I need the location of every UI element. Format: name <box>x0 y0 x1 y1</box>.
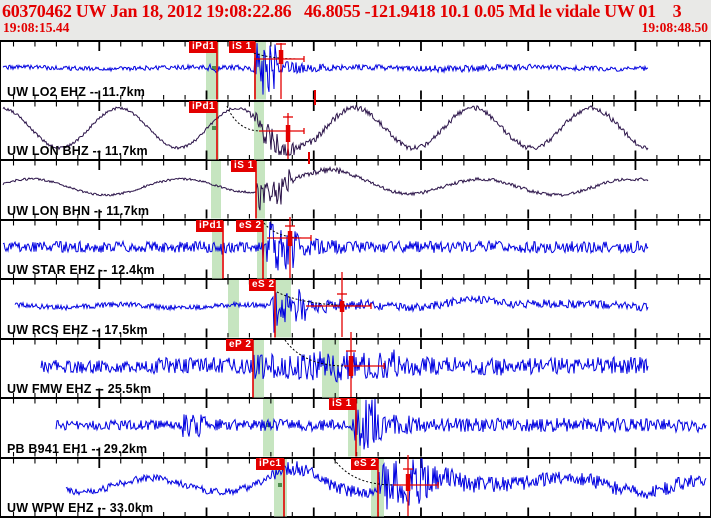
waveform-plot <box>2 42 701 100</box>
pick-uncertainty-band <box>211 161 221 219</box>
header-bar: 60370462 UW Jan 18, 2012 19:08:22.86 46.… <box>0 0 711 40</box>
pick-uncertainty-band <box>206 42 219 100</box>
trace-panel-lo2-ehz[interactable]: iPd1 iS 1 UW LO2 EHZ -- 11.7km <box>1 41 710 102</box>
pick-uncertainty-band <box>206 101 219 159</box>
trace-label: UW RCS EHZ -- 17.5km <box>7 322 148 337</box>
waveform-trace <box>65 458 707 509</box>
waveform-trace <box>55 398 707 450</box>
coda-decay-curve <box>333 458 395 485</box>
coda-decay-curve <box>284 339 347 366</box>
coda-duration-tick <box>314 90 316 105</box>
waveform-trace <box>2 43 649 95</box>
pick-flag-ipd1[interactable]: iPd1 <box>189 41 217 53</box>
pick-flag-es-2[interactable]: eS 2 <box>249 279 275 291</box>
pick-flag-ipc1[interactable]: iPc1 <box>256 457 284 470</box>
event-title: 60370462 UW Jan 18, 2012 19:08:22.86 46.… <box>2 1 682 21</box>
trace-label: UW LON BHZ -- 11.7km <box>7 144 148 158</box>
waveform-plot <box>12 272 701 338</box>
pick-flag-ipd1[interactable]: iPd1 <box>196 219 223 232</box>
pick-uncertainty-band <box>228 280 239 338</box>
waveform-trace <box>40 349 649 383</box>
trace-label: UW STAR EHZ -- 12.4km <box>7 263 155 277</box>
amplitude-marker[interactable] <box>267 216 312 278</box>
trace-panel-lon-bhn[interactable]: iS 1 UW LON BHN -- 11.7km <box>1 160 710 221</box>
trace-label: PB B941 EH1 -- 29.2km <box>7 441 148 456</box>
amplitude-marker[interactable] <box>306 272 372 337</box>
pick-uncertainty-band <box>212 220 222 278</box>
waveform-plot <box>2 216 701 278</box>
time-axis-labels: 19:08:15.44 19:08:48.50 <box>0 20 711 36</box>
pick-flag-ep-2[interactable]: eP 2 <box>226 338 253 351</box>
pick-flag-ipd1[interactable]: iPd1 <box>189 100 217 113</box>
amplitude-marker[interactable] <box>254 43 305 99</box>
pick-uncertainty-band <box>263 399 274 457</box>
trace-label: UW LO2 EHZ -- 11.7km <box>7 84 146 99</box>
trace-panel-wpw-ehz[interactable]: iPc1 eS 2 UW WPW EHZ -- 33.0km <box>1 454 710 518</box>
coda-duration-tick <box>308 152 310 164</box>
pick-flag-es-2[interactable]: eS 2 <box>236 219 263 232</box>
pick-flag-is-1[interactable]: iS 1 <box>231 160 256 172</box>
coda-decay-curve <box>242 47 303 60</box>
waveform-plot <box>12 331 701 397</box>
amplitude-marker[interactable] <box>393 454 439 516</box>
band-center-marker <box>278 482 282 487</box>
trace-label: UW LON BHN -- 11.7km <box>7 203 150 218</box>
band-center-marker <box>266 423 270 427</box>
coda-decay-curve <box>226 105 262 131</box>
waveform-plot <box>2 161 701 219</box>
trace-panel-star-ehz[interactable]: iPd1 eS 2 UW STAR EHZ -- 12.4km <box>1 216 710 280</box>
coda-decay-curve <box>276 291 368 307</box>
waveform-trace <box>2 104 649 155</box>
trace-panel-b941-eh1[interactable]: iS 1 PB B941 EH1 -- 29.2km <box>1 398 710 459</box>
amplitude-marker[interactable] <box>259 112 305 159</box>
window-end-time: 19:08:48.50 <box>641 20 708 35</box>
trace-panels: iPd1 iS 1 UW LO2 EHZ -- 11.7km iPd1 UW LON B… <box>0 40 711 518</box>
waveform-plot <box>12 454 707 516</box>
trace-label: UW WPW EHZ -- 33.0km <box>7 501 154 515</box>
trace-panel-fmw-ehz[interactable]: eP 2 UW FMW EHZ -- 25.5km <box>1 331 710 399</box>
waveform-trace <box>2 165 649 211</box>
waveform-plot <box>12 398 707 457</box>
pick-flag-is-1[interactable]: iS 1 <box>229 41 255 53</box>
waveform-trace <box>2 221 649 270</box>
trace-panel-lon-bhz[interactable]: iPd1 UW LON BHZ -- 11.7km <box>1 100 710 161</box>
pick-flag-is-1[interactable]: iS 1 <box>329 398 356 410</box>
window-start-time: 19:08:15.44 <box>3 20 70 35</box>
amplitude-marker[interactable] <box>344 331 385 397</box>
band-center-marker <box>212 66 216 70</box>
waveform-plot <box>2 101 701 159</box>
trace-panel-rcs-ehz[interactable]: eS 2 UW RCS EHZ -- 17.5km <box>1 272 710 340</box>
trace-label: UW FMW EHZ -- 25.5km <box>7 382 152 396</box>
pick-uncertainty-band <box>275 280 291 338</box>
pick-flag-es-2[interactable]: eS 2 <box>351 457 378 470</box>
band-center-marker <box>212 125 216 130</box>
waveform-trace <box>14 289 649 333</box>
